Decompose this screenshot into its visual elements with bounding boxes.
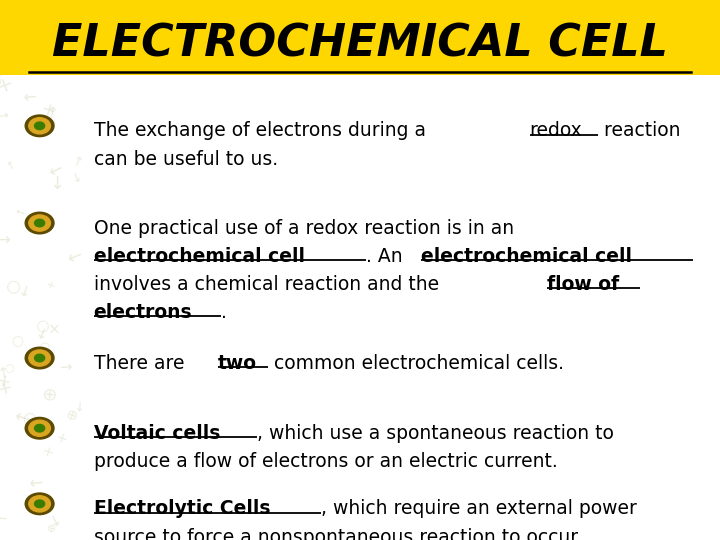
Text: ←: ← [64,246,85,269]
Text: +: + [0,371,12,392]
FancyBboxPatch shape [0,0,720,75]
Circle shape [29,350,50,366]
Text: common electrochemical cells.: common electrochemical cells. [269,354,564,373]
Text: ○: ○ [33,316,51,336]
Circle shape [25,493,54,515]
Text: ↑: ↑ [4,159,18,172]
Text: ↑: ↑ [42,118,58,136]
Text: electrochemical cell: electrochemical cell [94,247,305,266]
Text: ↓: ↓ [49,175,64,193]
Text: electrochemical cell: electrochemical cell [421,247,632,266]
Text: ⊕: ⊕ [42,386,58,404]
Text: ○: ○ [4,362,16,374]
Circle shape [29,496,50,512]
Text: ○: ○ [38,340,50,352]
Circle shape [35,424,45,432]
Circle shape [35,354,45,362]
Text: , which use a spontaneous reaction to: , which use a spontaneous reaction to [256,424,613,443]
Text: ↑: ↑ [44,106,59,123]
Text: ↓: ↓ [73,401,85,415]
Text: ←: ← [22,89,37,107]
Text: ×: × [40,444,55,460]
Circle shape [35,219,45,227]
Text: ↓: ↓ [47,510,65,529]
Circle shape [25,417,54,439]
Text: Electrolytic Cells: Electrolytic Cells [94,500,270,518]
Text: +: + [44,280,56,293]
Text: +: + [0,378,14,399]
Circle shape [29,118,50,134]
Text: two: two [218,354,257,373]
Circle shape [25,347,54,369]
Circle shape [29,215,50,231]
Text: ↑: ↑ [69,154,84,171]
Text: flow of: flow of [546,275,618,294]
Text: , which require an external power: , which require an external power [321,500,637,518]
Text: .: . [221,303,227,322]
Text: ×: × [48,322,60,337]
Text: source to force a nonspontaneous reaction to occur.: source to force a nonspontaneous reactio… [94,528,582,540]
Text: can be useful to us.: can be useful to us. [94,150,278,168]
Text: ←: ← [14,207,26,220]
Text: ○: ○ [4,276,22,297]
Text: There are: There are [94,354,190,373]
Text: ↑: ↑ [0,71,7,87]
Text: produce a flow of electrons or an electric current.: produce a flow of electrons or an electr… [94,452,557,471]
Text: The exchange of electrons during a: The exchange of electrons during a [94,122,431,140]
Text: ←: ← [0,511,7,526]
Text: . An: . An [366,247,408,266]
Text: ⊕: ⊕ [64,408,79,424]
Text: +: + [53,430,69,448]
Text: ←: ← [46,160,66,182]
Circle shape [25,115,54,137]
Text: ↓: ↓ [69,170,84,186]
Text: →: → [0,232,9,249]
Circle shape [35,122,45,130]
Text: +: + [37,100,58,122]
Circle shape [25,212,54,234]
Text: ⊕: ⊕ [45,523,57,535]
Text: ○: ○ [10,332,24,348]
Text: →: → [0,110,9,124]
Circle shape [35,500,45,508]
Text: ELECTROCHEMICAL CELL: ELECTROCHEMICAL CELL [52,23,668,66]
Text: →: → [42,349,55,362]
Text: ↓: ↓ [17,284,33,302]
Text: involves a chemical reaction and the: involves a chemical reaction and the [94,275,445,294]
Text: ←: ← [12,408,31,429]
Text: ↓: ↓ [32,326,50,345]
Text: ○: ○ [21,409,37,429]
Text: Voltaic cells: Voltaic cells [94,424,220,443]
Text: →: → [59,360,72,375]
Text: redox: redox [530,122,582,140]
Text: ↑: ↑ [0,364,9,381]
Text: ←: ← [27,474,43,494]
Circle shape [29,420,50,436]
Text: One practical use of a redox reaction is in an: One practical use of a redox reaction is… [94,219,514,238]
Text: electrons: electrons [94,303,192,322]
Text: ×: × [0,76,14,99]
Text: reaction: reaction [598,122,680,140]
